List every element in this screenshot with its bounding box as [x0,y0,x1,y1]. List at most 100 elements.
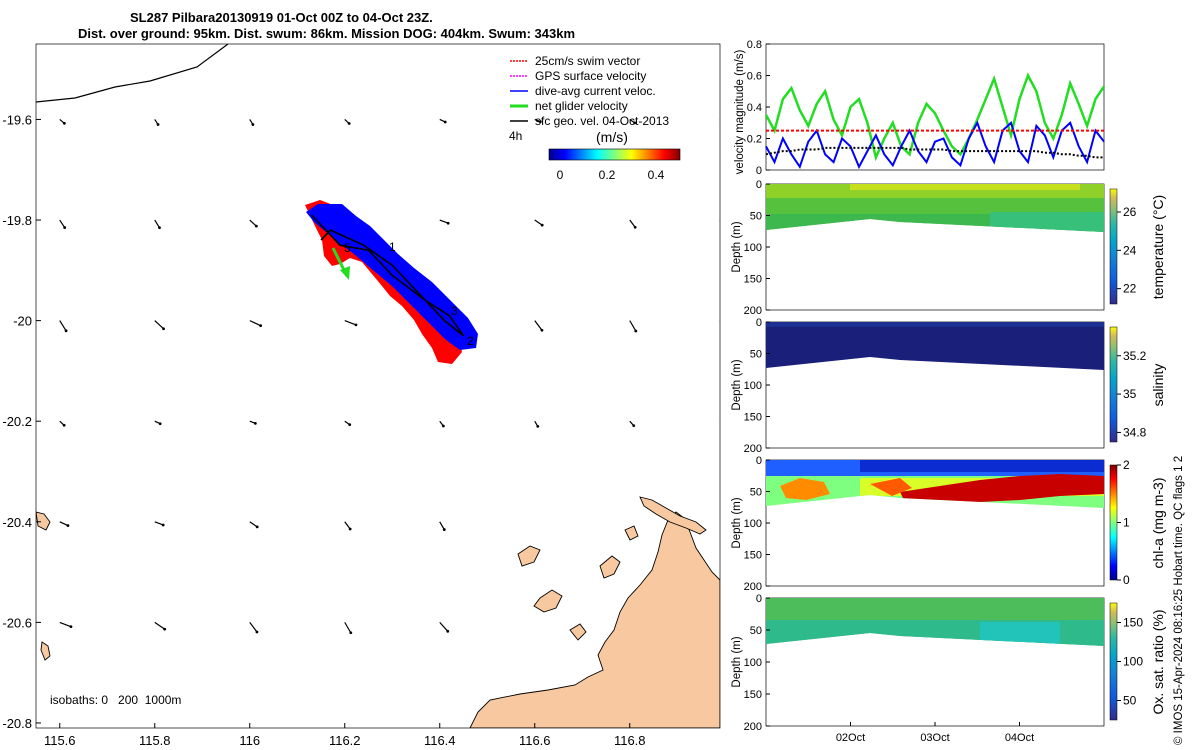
day-marker-2: 2 [467,334,474,348]
velocity-series [764,72,1106,170]
oxygen-ylabel: Depth (m) [731,636,743,687]
legend-label: 25cm/s swim vector [535,54,640,68]
glider-track-group: 1 2 3 5 [305,200,478,364]
depth-tick-label: 200 [744,443,762,455]
depth-tick-label: 100 [744,657,762,669]
geo-vel-arrowhead [251,123,255,126]
map-x-tick-label: 116 [239,733,260,748]
salinity-ylabel: Depth (m) [731,359,743,410]
temperature-axis-ticks: 0 50 100 150 200 22 24 26 [744,179,1137,317]
velocity-ylabel: velocity magnitude (m/s) [734,50,746,175]
velocity-panel: 0 0.2 0.4 0.6 0.8 velocity magnitude (m/s) [734,39,1106,177]
colorbar-tick-label: 26 [1123,205,1137,219]
land-island-c [533,589,563,613]
colorbar-unit: (m/s) [596,129,628,145]
map-y-tick-label: -20.2 [2,414,32,429]
geo-vel-arrowhead [446,629,450,633]
map-x-tick-label: 116.6 [519,733,551,748]
temperature-ylabel: Depth (m) [731,221,743,272]
day-marker-1: 1 [389,240,396,254]
depth-tick-label: 100 [744,380,762,392]
geo-vel-arrowhead [441,424,445,428]
geo-vel-arrow [439,521,445,530]
speed-colorbar [548,148,681,161]
colorbar-tick-label: 22 [1123,282,1137,296]
temperature-clabel: temperature (°C) [1150,195,1166,299]
temperature-panel: 0 50 100 150 200 22 24 26 Depth (m) temperature… [731,179,1166,317]
geo-vel-arrowhead [254,224,258,228]
geo-vel-arrowhead [163,627,167,631]
current-vector-band [306,204,478,350]
depth-tick-label: 0 [756,455,762,467]
velocity-y-tick-label: 0.8 [747,39,762,51]
chart-subtitle: Dist. over ground: 95km. Dist. swum: 86k… [78,26,576,41]
salinity-axis-ticks: 0 50 100 150 200 34.8 35 35.2 [744,317,1147,455]
temperature-colorbar [1109,188,1118,305]
colorbar-tick-label: 100 [1123,655,1143,669]
geo-vel-arrowhead [632,424,636,428]
geo-vel-arrow [59,219,66,228]
map-y-tick-label: -19.6 [2,112,32,127]
geo-vel-arrowhead [347,122,351,125]
velocity-series-line [765,120,1105,170]
depth-tick-label: 50 [750,211,762,223]
map-x-tick-label: 116.2 [329,733,361,748]
geo-vel-arrowhead [161,523,165,527]
depth-tick-label: 0 [756,179,762,191]
geo-vel-arrow [629,219,636,228]
geo-vel-arrow [249,622,258,633]
map-axes-box [35,43,721,729]
coastline-north [36,44,229,103]
geo-vel-arrowhead [540,328,544,332]
isobaths-label: isobaths: 0 200 1000m [50,693,181,707]
geo-vel-arrowhead [722,123,725,126]
land-island-h [624,525,639,541]
colorbar-tick-label: 0 [1123,573,1130,587]
geo-vel-arrow [344,320,357,326]
velocity-series-line [765,146,1104,159]
geo-vel-arrow [154,219,161,228]
chla-axis-ticks: 0 50 100 150 200 0 1 2 [744,455,1130,593]
map-x-tick-label: 115.8 [139,733,171,748]
geo-vel-arrowhead [727,328,730,331]
geo-vel-arrowhead [66,524,70,527]
depth-tick-label: 200 [744,721,762,733]
land-island-e [36,511,51,531]
map-x-tick-label: 116.4 [424,733,456,748]
geo-vel-arrow [59,521,69,527]
land-island-a [639,496,707,535]
geo-vel-arrowhead [540,223,544,227]
colorbar-tick-0: 0 [557,168,564,182]
salinity-clabel: salinity [1150,364,1166,407]
depth-tick-label: 0 [756,593,762,605]
colorbar-tick-label: 34.8 [1123,425,1147,439]
depth-tick-label: 150 [744,274,762,286]
geo-vel-arrowhead [442,528,446,531]
geo-velocity-arrows [59,118,730,635]
geo-vel-arrow [59,621,72,628]
velocity-y-tick-label: 0 [756,165,762,177]
geo-vel-arrow [534,219,543,226]
map-y-tick-label: -19.8 [2,213,32,228]
geo-vel-arrowhead [634,329,638,333]
geo-vel-arrow [249,521,258,528]
geo-vel-arrow [719,320,720,322]
chla-colorbar [1109,464,1118,581]
colorbar-tick-label: 150 [1123,616,1143,630]
colorbar-tick-label: 24 [1123,243,1137,257]
geo-vel-arrowhead [156,123,160,126]
velocity-y-tick-label: 0.6 [747,71,762,83]
chart-title: SL287 Pilbara20130919 01-Oct 00Z to 04-O… [130,10,433,25]
land-mainland [469,511,720,728]
land-island-d [599,555,621,579]
geo-vel-arrow [154,521,164,526]
land-island-f [40,641,51,661]
velocity-axis-ticks: 0 0.2 0.4 0.6 0.8 [747,39,770,177]
geo-vel-arrowhead [158,226,161,230]
geo-vel-arrowhead [724,423,727,426]
oxygen-axis-ticks: 0 50 100 150 200 50 100 150 [744,593,1144,733]
date-tick-label: 04Oct [1005,732,1034,744]
depth-tick-label: 150 [744,412,762,424]
map-y-tick-label: -20.6 [2,615,32,630]
